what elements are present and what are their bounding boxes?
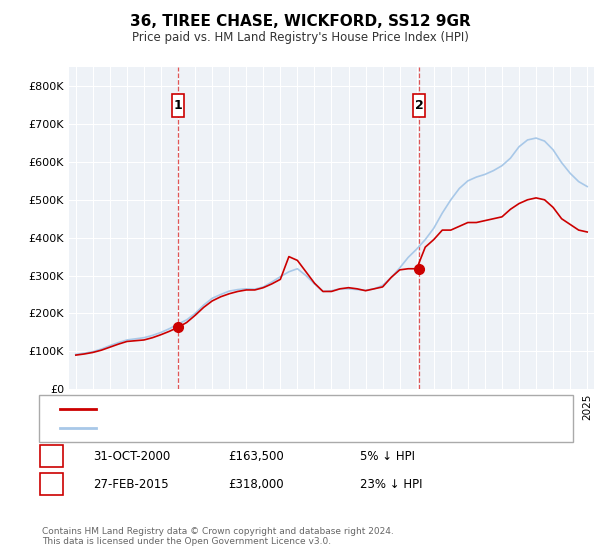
FancyBboxPatch shape xyxy=(172,94,184,118)
Text: 5% ↓ HPI: 5% ↓ HPI xyxy=(360,450,415,463)
Text: £163,500: £163,500 xyxy=(228,450,284,463)
Text: Contains HM Land Registry data © Crown copyright and database right 2024.
This d: Contains HM Land Registry data © Crown c… xyxy=(42,526,394,546)
Text: £318,000: £318,000 xyxy=(228,478,284,491)
Text: 23% ↓ HPI: 23% ↓ HPI xyxy=(360,478,422,491)
Text: HPI: Average price, detached house, Basildon: HPI: Average price, detached house, Basi… xyxy=(102,423,356,433)
Text: 2: 2 xyxy=(415,99,424,113)
FancyBboxPatch shape xyxy=(413,94,425,118)
Text: 2: 2 xyxy=(47,478,56,491)
Text: 36, TIREE CHASE, WICKFORD, SS12 9GR: 36, TIREE CHASE, WICKFORD, SS12 9GR xyxy=(130,14,470,29)
Text: Price paid vs. HM Land Registry's House Price Index (HPI): Price paid vs. HM Land Registry's House … xyxy=(131,31,469,44)
Text: 27-FEB-2015: 27-FEB-2015 xyxy=(93,478,169,491)
Text: 1: 1 xyxy=(47,450,56,463)
Text: 31-OCT-2000: 31-OCT-2000 xyxy=(93,450,170,463)
Text: 1: 1 xyxy=(174,99,182,113)
Text: 36, TIREE CHASE, WICKFORD, SS12 9GR (detached house): 36, TIREE CHASE, WICKFORD, SS12 9GR (det… xyxy=(102,404,428,414)
